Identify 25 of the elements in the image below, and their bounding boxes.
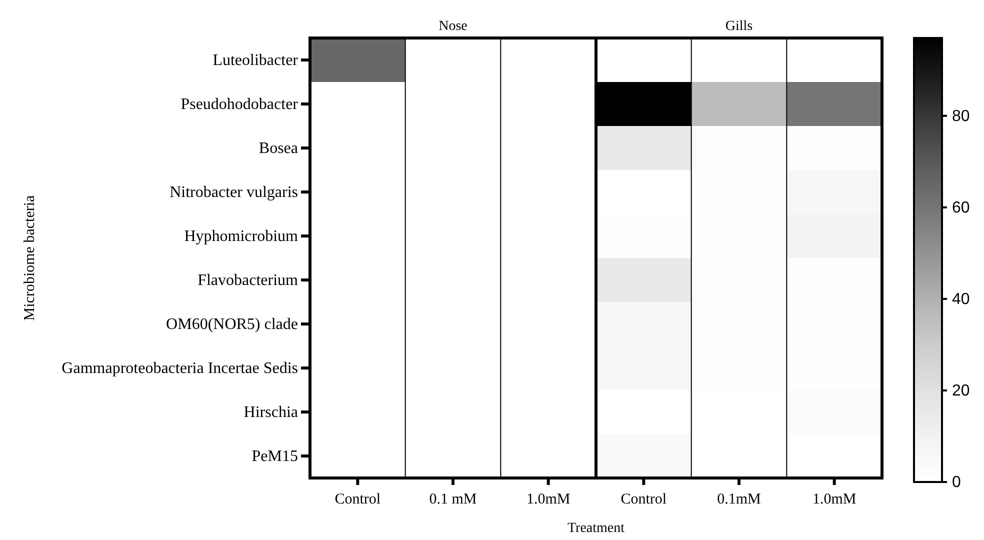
y-tick-label: Hyphomicrobium (184, 228, 299, 246)
y-tick-label: Bosea (258, 140, 298, 158)
text: Nose (438, 19, 468, 34)
color-bar-label: 60 (952, 199, 970, 216)
y-tick-label: Hirschia (244, 404, 298, 422)
y-tick-label: Gammaproteobacteria Incertae Sedis (62, 360, 298, 378)
y-tick-label: Nitrobacter vulgaris (170, 184, 298, 202)
color-bar-label: 0 (952, 474, 961, 492)
x-tick-label: Control (334, 492, 381, 508)
x-tick-label: 0.1 mM (429, 492, 477, 508)
color-bar-label: 80 (952, 108, 970, 125)
x-tick-label: 1.0mM (526, 492, 570, 508)
x-axis-title: Treatment (567, 521, 625, 536)
y-tick-label: Pseudohodobacter (180, 96, 299, 114)
y-tick-label: PeM15 (252, 448, 298, 466)
color-bar-label: 20 (952, 382, 970, 400)
y-tick-label: Luteolibacter (212, 52, 299, 70)
x-tick-label: 0.1mM (717, 492, 761, 508)
text: Gills (725, 19, 753, 34)
x-tick-label: Control (620, 492, 667, 508)
color-bar-label: 40 (952, 291, 970, 308)
y-tick-label: OM60(NOR5) clade (166, 316, 298, 334)
x-tick-label: 1.0mM (812, 492, 856, 508)
y-axis-title: Microbiome bacteria (22, 194, 38, 321)
y-tick-label: Flavobacterium (198, 272, 299, 290)
